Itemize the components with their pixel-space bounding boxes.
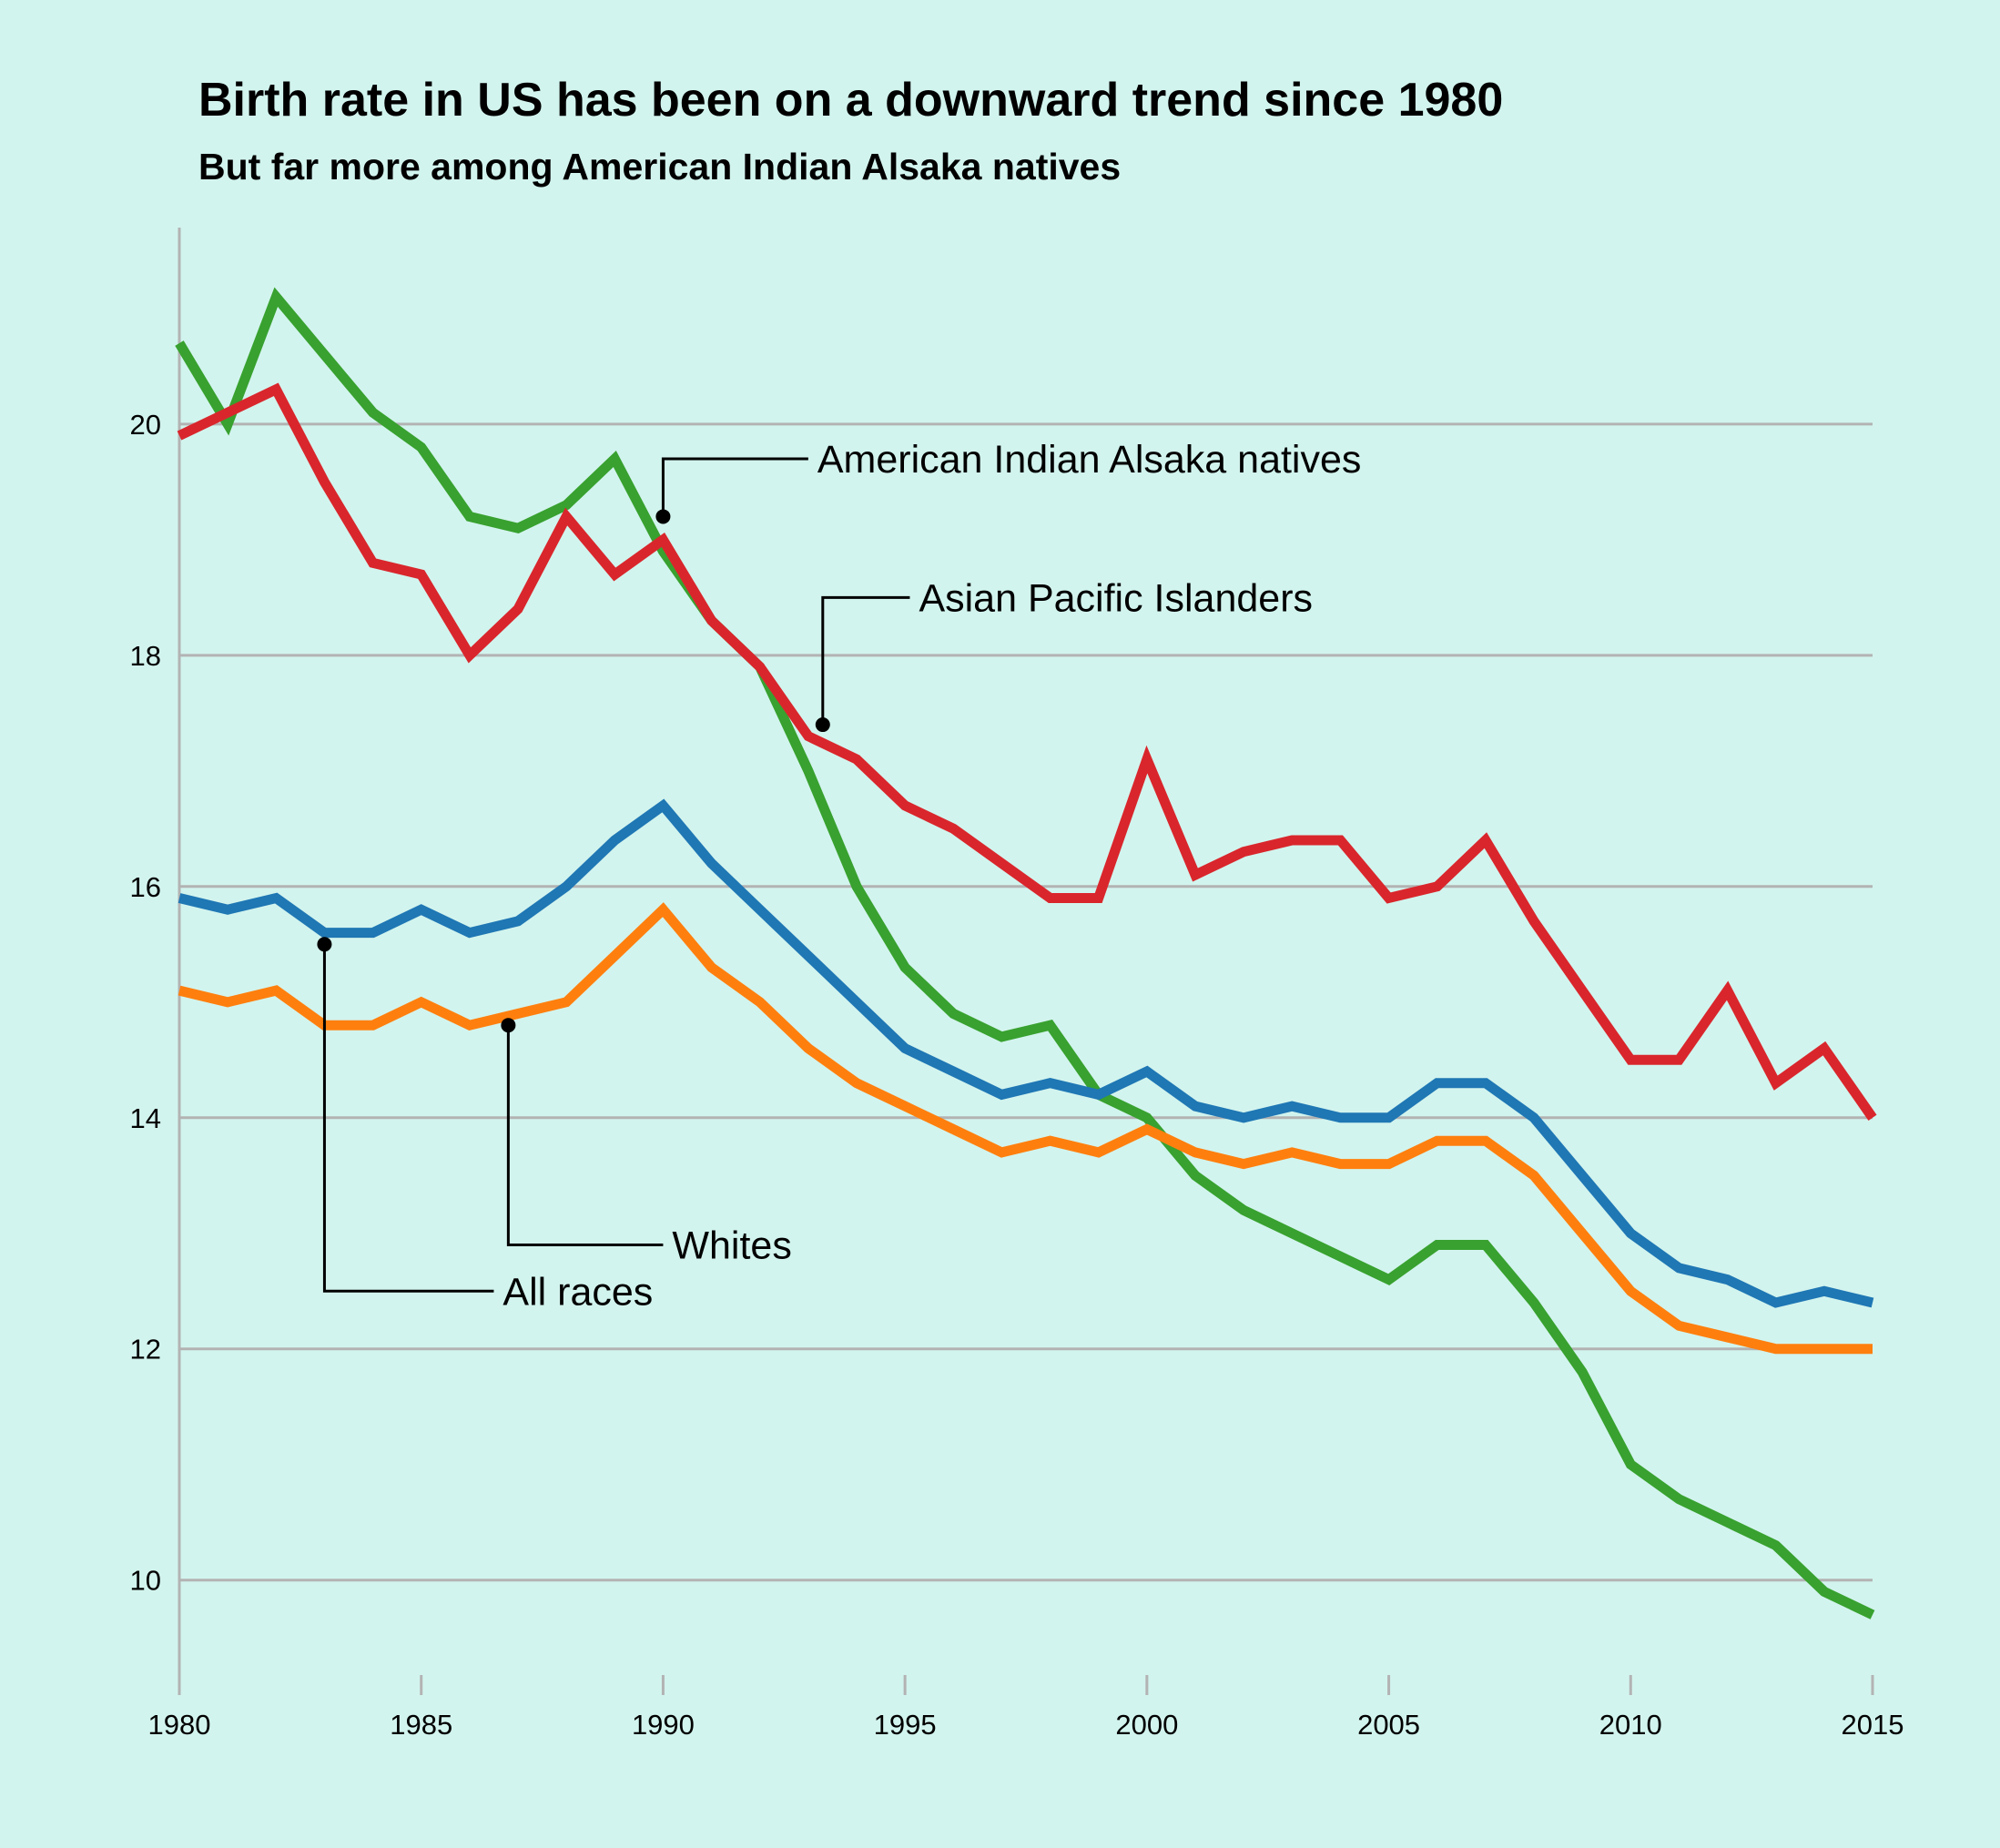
annotation-leader-asian-pacific-islanders (821, 595, 910, 726)
annotation-label-asian-pacific-islanders: Asian Pacific Islanders (919, 576, 1313, 620)
annotation-leader-whites (506, 1025, 664, 1246)
annotations: American Indian Alsaka natives Asian Paci… (317, 438, 1361, 1314)
y-tick-label-10: 10 (130, 1565, 161, 1597)
annotation-label-american-indian-alsaka-natives: American Indian Alsaka natives (817, 438, 1362, 482)
annotation-label-all-races: All races (503, 1270, 653, 1314)
annotation-leader-american-indian-alsaka-natives (661, 457, 808, 517)
x-tick-label-2005: 2005 (1357, 1709, 1420, 1741)
y-tick-label-12: 12 (130, 1334, 161, 1366)
x-tick-label-1980: 1980 (148, 1709, 211, 1741)
gridlines (179, 422, 1873, 1582)
x-tick-label-2010: 2010 (1599, 1709, 1662, 1741)
annotation-leader-all-races (322, 944, 494, 1293)
axes: 10 12 14 16 18 20 1980 1985 1990 1995 2000 2005 2010… (130, 228, 1904, 1741)
chart-subtitle: But far more among American Indian Alsak… (198, 146, 1121, 188)
series-line-asian-pacific-islanders (177, 382, 1877, 1121)
annotation-dot-american-indian-alsaka-natives (655, 509, 671, 524)
series-lines (175, 287, 1877, 1620)
annotation-label-whites: Whites (672, 1224, 791, 1267)
x-tick-label-2000: 2000 (1115, 1709, 1178, 1741)
y-tick-label-16: 16 (130, 871, 161, 903)
chart-title: Birth rate in US has been on a downward … (198, 74, 1503, 127)
series-line-american-indian-alsaka-natives (175, 287, 1875, 1620)
annotation-dot-all-races (317, 937, 332, 952)
series-line-whites (178, 902, 1873, 1355)
x-tick-label-1985: 1985 (390, 1709, 452, 1741)
y-tick-label-20: 20 (130, 409, 161, 441)
series-line-all-races (178, 798, 1874, 1308)
y-tick-label-18: 18 (130, 640, 161, 672)
x-tick-label-2015: 2015 (1842, 1709, 1904, 1741)
y-tick-label-14: 14 (130, 1102, 161, 1134)
annotation-dot-whites (501, 1018, 516, 1033)
annotation-dot-asian-pacific-islanders (815, 717, 830, 733)
x-tick-label-1995: 1995 (874, 1709, 937, 1741)
x-tick-label-1990: 1990 (632, 1709, 695, 1741)
